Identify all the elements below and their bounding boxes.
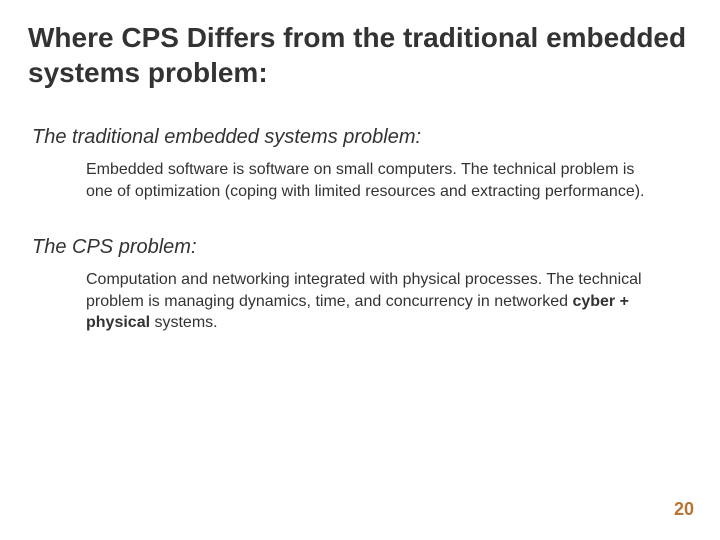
section-heading-2: The CPS problem: <box>32 236 692 259</box>
section-heading-1: The traditional embedded systems problem… <box>32 126 692 149</box>
slide-title: Where CPS Differs from the traditional e… <box>28 20 692 90</box>
section-body-1: Embedded software is software on small c… <box>86 159 662 202</box>
section-body-2: Computation and networking integrated wi… <box>86 269 662 334</box>
body-text: systems. <box>150 314 218 331</box>
body-text: Computation and networking integrated wi… <box>86 271 642 310</box>
slide: Where CPS Differs from the traditional e… <box>0 0 720 540</box>
page-number: 20 <box>674 499 694 520</box>
body-text: Embedded software is software on small c… <box>86 161 645 200</box>
